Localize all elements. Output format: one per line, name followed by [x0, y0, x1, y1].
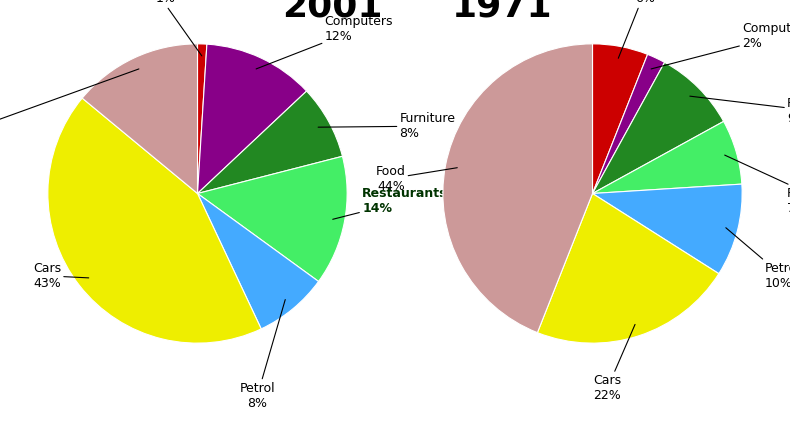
Wedge shape	[443, 44, 592, 333]
Text: Furniture
9%: Furniture 9%	[690, 96, 790, 125]
Wedge shape	[48, 98, 261, 343]
Text: Furniture
8%: Furniture 8%	[318, 112, 456, 140]
Text: Food
14%: Food 14%	[0, 69, 139, 140]
Wedge shape	[537, 194, 719, 343]
Wedge shape	[198, 44, 307, 194]
Text: 2001: 2001	[282, 0, 382, 24]
Wedge shape	[592, 121, 742, 194]
Wedge shape	[592, 44, 648, 194]
Text: Restaurants
14%: Restaurants 14%	[333, 187, 448, 219]
Text: Spending habits of people in UK between 1971 and 2001: Spending habits of people in UK between …	[107, 396, 683, 414]
Text: Cars
43%: Cars 43%	[33, 262, 88, 290]
Wedge shape	[82, 44, 198, 194]
Wedge shape	[592, 62, 724, 194]
Text: Books
6%: Books 6%	[619, 0, 664, 58]
Text: Computers
2%: Computers 2%	[651, 22, 790, 69]
Wedge shape	[198, 156, 347, 282]
Text: Petrol
8%: Petrol 8%	[239, 300, 285, 409]
Wedge shape	[592, 54, 664, 194]
Wedge shape	[198, 194, 318, 329]
Text: Petrol
10%: Petrol 10%	[726, 228, 790, 290]
Text: Cars
22%: Cars 22%	[593, 324, 635, 402]
Wedge shape	[592, 184, 742, 273]
Text: Books
1%: Books 1%	[137, 0, 201, 56]
Text: Computers
12%: Computers 12%	[256, 15, 393, 69]
Text: Food
44%: Food 44%	[375, 165, 457, 193]
Wedge shape	[198, 91, 342, 194]
Wedge shape	[198, 44, 207, 194]
Text: Restaurants
7%: Restaurants 7%	[724, 155, 790, 215]
Text: 1971: 1971	[453, 0, 553, 24]
